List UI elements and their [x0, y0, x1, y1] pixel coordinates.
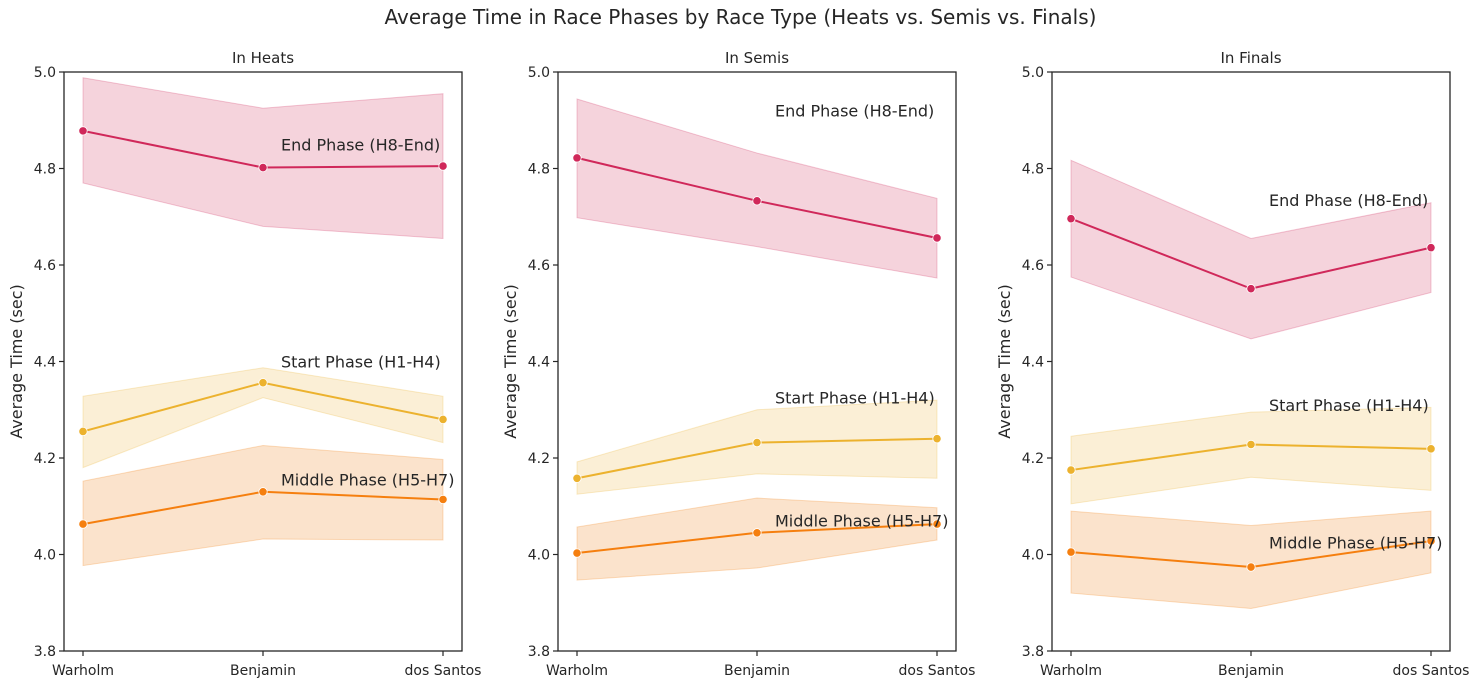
x-tick-label: dos Santos [1393, 663, 1470, 679]
y-axis-label: Average Time (sec) [501, 284, 520, 439]
phase-annotation: Start Phase (H1-H4) [281, 353, 441, 372]
y-tick-label: 4.4 [528, 355, 550, 371]
data-point [78, 126, 88, 136]
data-point [1066, 547, 1076, 557]
confidence-band [1070, 159, 1432, 340]
x-tick-label: Warholm [1040, 663, 1102, 679]
data-point [78, 519, 88, 529]
y-tick-label: 4.4 [1022, 355, 1044, 371]
confidence-band [82, 444, 444, 567]
confidence-band [1070, 406, 1432, 505]
y-tick-label: 5.0 [528, 65, 550, 81]
confidence-band [82, 367, 444, 469]
x-tick-label: Benjamin [1218, 663, 1284, 679]
y-tick-label: 4.6 [34, 258, 56, 274]
data-point [1246, 284, 1256, 294]
data-point [572, 473, 582, 483]
data-point [1426, 243, 1436, 253]
data-point [438, 494, 448, 505]
figure-title: Average Time in Race Phases by Race Type… [384, 5, 1097, 29]
data-point [572, 548, 582, 558]
data-point [258, 378, 268, 388]
y-tick-label: 4.0 [1022, 548, 1044, 564]
phase-annotation: Middle Phase (H5-H7) [1269, 533, 1442, 552]
data-point [1246, 439, 1256, 450]
confidence-band [576, 98, 938, 279]
y-tick-label: 4.6 [1022, 258, 1044, 274]
data-point [932, 233, 942, 243]
data-point [932, 519, 942, 529]
x-tick-label: Warholm [52, 663, 114, 679]
x-tick-label: dos Santos [899, 663, 976, 679]
panel-title: In Semis [725, 49, 789, 67]
data-point [572, 153, 582, 163]
y-tick-label: 4.8 [528, 162, 550, 178]
chart-panel-2: 3.8 4.0 4.2 4.4 4.6 4.8 5.0 Warholm Benjamin dos … [501, 49, 975, 679]
x-tick-label: Warholm [546, 663, 608, 679]
phase-annotation: End Phase (H8-End) [281, 135, 440, 154]
y-tick-label: 5.0 [34, 65, 56, 81]
y-tick-label: 4.2 [34, 451, 56, 467]
phase-annotation: End Phase (H8-End) [1269, 191, 1428, 210]
chart-panel-1: 3.8 4.0 4.2 4.4 4.6 4.8 5.0 Warholm Benjamin dos … [7, 49, 481, 679]
phase-annotation: End Phase (H8-End) [775, 102, 934, 121]
confidence-band [1070, 510, 1432, 610]
x-tick-label: dos Santos [405, 663, 482, 679]
panel-title: In Heats [232, 49, 294, 67]
data-point [1066, 465, 1076, 475]
x-tick-label: Benjamin [724, 663, 790, 679]
phase-annotation: Middle Phase (H5-H7) [281, 471, 454, 490]
phase-annotation: Start Phase (H1-H4) [775, 389, 935, 408]
y-tick-label: 4.2 [528, 451, 550, 467]
y-tick-label: 4.2 [1022, 451, 1044, 467]
y-tick-label: 3.8 [34, 644, 56, 660]
y-axis-label: Average Time (sec) [995, 284, 1014, 439]
y-tick-label: 4.8 [34, 162, 56, 178]
y-tick-label: 4.6 [528, 258, 550, 274]
data-point [752, 196, 762, 206]
data-point [1066, 214, 1076, 224]
data-point [1246, 562, 1256, 572]
y-tick-label: 3.8 [1022, 644, 1044, 660]
y-axis-label: Average Time (sec) [7, 284, 26, 439]
data-point [78, 426, 88, 437]
y-tick-label: 4.4 [34, 355, 56, 371]
data-point [258, 487, 268, 497]
data-point [258, 162, 268, 173]
y-tick-label: 5.0 [1022, 65, 1044, 81]
data-point [1426, 536, 1436, 546]
data-point [1426, 444, 1436, 454]
data-point [752, 437, 762, 448]
chart-panel-3: 3.8 4.0 4.2 4.4 4.6 4.8 5.0 Warholm Benjamin dos … [995, 49, 1469, 679]
y-tick-label: 3.8 [528, 644, 550, 660]
phase-annotation: Start Phase (H1-H4) [1269, 396, 1429, 415]
phase-annotation: Middle Phase (H5-H7) [775, 512, 948, 531]
confidence-band [576, 497, 938, 581]
data-point [752, 528, 762, 538]
y-tick-label: 4.0 [34, 548, 56, 564]
data-point [932, 434, 942, 444]
x-tick-label: Benjamin [230, 663, 296, 679]
data-point [438, 161, 448, 171]
panel-title: In Finals [1220, 49, 1281, 67]
y-tick-label: 4.0 [528, 548, 550, 564]
confidence-band [82, 77, 444, 239]
data-point [438, 414, 448, 424]
y-tick-label: 4.8 [1022, 162, 1044, 178]
